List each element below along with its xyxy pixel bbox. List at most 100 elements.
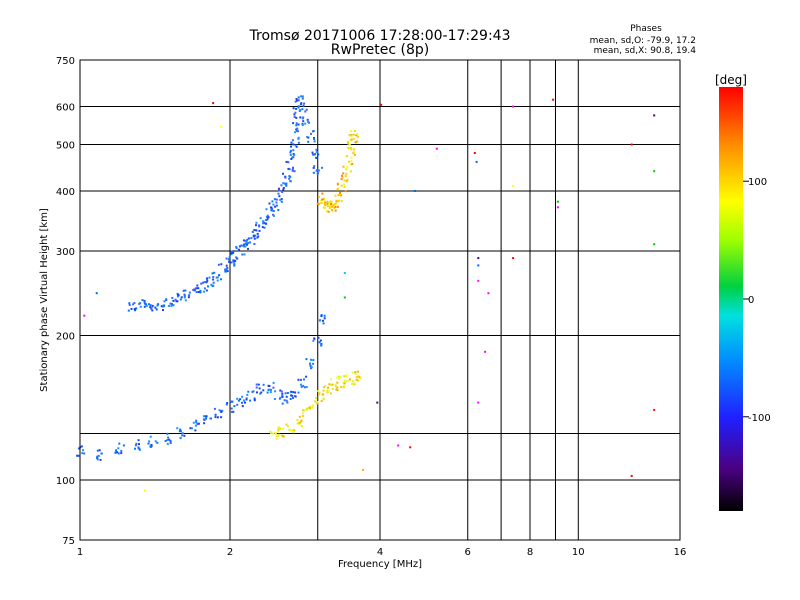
data-point bbox=[145, 304, 148, 307]
data-point bbox=[258, 387, 261, 390]
data-point bbox=[293, 170, 296, 173]
data-point bbox=[237, 399, 240, 402]
data-point bbox=[346, 178, 349, 181]
data-point bbox=[352, 380, 355, 383]
data-point bbox=[342, 165, 345, 168]
data-point bbox=[220, 410, 223, 413]
data-point bbox=[228, 260, 231, 263]
data-point bbox=[295, 145, 298, 148]
data-point bbox=[353, 153, 356, 156]
data-point bbox=[323, 386, 326, 389]
data-point bbox=[327, 386, 329, 389]
data-point bbox=[336, 381, 339, 384]
data-point bbox=[265, 208, 268, 211]
data-point bbox=[340, 386, 343, 388]
data-point bbox=[287, 167, 290, 170]
data-point bbox=[293, 154, 296, 157]
data-point bbox=[100, 452, 103, 455]
data-point bbox=[347, 140, 349, 143]
data-point bbox=[304, 110, 307, 113]
data-point bbox=[277, 426, 280, 429]
data-point bbox=[312, 166, 315, 169]
data-point bbox=[192, 421, 195, 424]
data-point bbox=[133, 302, 136, 304]
data-point bbox=[321, 166, 323, 169]
data-point bbox=[512, 257, 515, 260]
data-point bbox=[314, 400, 317, 403]
data-point bbox=[348, 143, 351, 146]
data-point bbox=[319, 339, 322, 342]
data-point bbox=[249, 241, 251, 244]
data-point bbox=[320, 344, 323, 347]
data-point bbox=[143, 305, 146, 308]
data-point bbox=[280, 198, 283, 201]
data-point bbox=[122, 444, 125, 447]
data-point bbox=[301, 97, 304, 100]
data-point bbox=[295, 116, 298, 119]
data-point bbox=[292, 166, 294, 169]
data-point bbox=[280, 200, 283, 203]
data-point bbox=[225, 257, 228, 260]
data-point bbox=[349, 163, 352, 166]
colorbar-tick-label: -100 bbox=[748, 413, 771, 424]
data-point bbox=[137, 446, 140, 449]
data-point bbox=[290, 141, 293, 144]
data-point bbox=[324, 385, 327, 387]
data-point bbox=[278, 189, 281, 192]
data-point bbox=[277, 434, 280, 437]
data-point bbox=[151, 304, 154, 307]
data-point bbox=[115, 449, 117, 452]
data-point bbox=[321, 198, 324, 201]
data-point bbox=[312, 171, 315, 174]
data-point bbox=[262, 389, 265, 392]
data-point bbox=[268, 202, 271, 205]
data-point bbox=[170, 303, 173, 305]
data-point bbox=[205, 281, 208, 284]
data-point bbox=[281, 191, 284, 193]
data-point bbox=[281, 392, 284, 395]
data-point bbox=[287, 161, 290, 164]
data-point bbox=[319, 199, 322, 202]
data-point bbox=[251, 230, 254, 233]
data-point bbox=[336, 389, 339, 391]
data-point bbox=[345, 375, 348, 378]
data-point bbox=[165, 298, 168, 301]
data-point bbox=[114, 451, 117, 454]
data-point bbox=[274, 431, 277, 434]
data-point bbox=[255, 229, 258, 232]
data-point bbox=[243, 253, 246, 256]
data-point bbox=[259, 392, 262, 395]
data-point bbox=[228, 256, 231, 259]
data-point bbox=[270, 431, 272, 434]
chart-subtitle: RwPretec (8p) bbox=[331, 42, 429, 58]
data-point bbox=[297, 106, 300, 109]
data-point bbox=[289, 398, 292, 400]
data-point bbox=[290, 145, 292, 148]
data-point bbox=[653, 243, 656, 246]
data-point bbox=[200, 282, 203, 285]
data-point bbox=[285, 423, 288, 426]
data-point bbox=[316, 401, 319, 403]
data-point bbox=[349, 170, 352, 173]
data-point bbox=[253, 243, 256, 245]
data-point bbox=[214, 416, 217, 419]
data-point bbox=[350, 156, 353, 159]
data-point bbox=[313, 138, 316, 140]
data-point bbox=[296, 418, 299, 421]
data-point bbox=[245, 397, 248, 400]
data-point bbox=[330, 384, 333, 387]
data-point bbox=[178, 430, 181, 433]
data-point bbox=[253, 399, 256, 402]
data-point bbox=[285, 395, 288, 398]
data-point bbox=[326, 202, 329, 205]
data-point bbox=[134, 444, 137, 447]
data-point bbox=[260, 391, 263, 394]
data-point bbox=[187, 296, 190, 299]
data-point bbox=[303, 386, 306, 389]
data-point bbox=[317, 336, 320, 339]
colorbar-label: [deg] bbox=[715, 73, 747, 87]
data-point bbox=[118, 442, 121, 445]
data-point bbox=[256, 391, 258, 394]
data-point bbox=[343, 272, 346, 274]
y-tick-label: 100 bbox=[56, 476, 75, 487]
